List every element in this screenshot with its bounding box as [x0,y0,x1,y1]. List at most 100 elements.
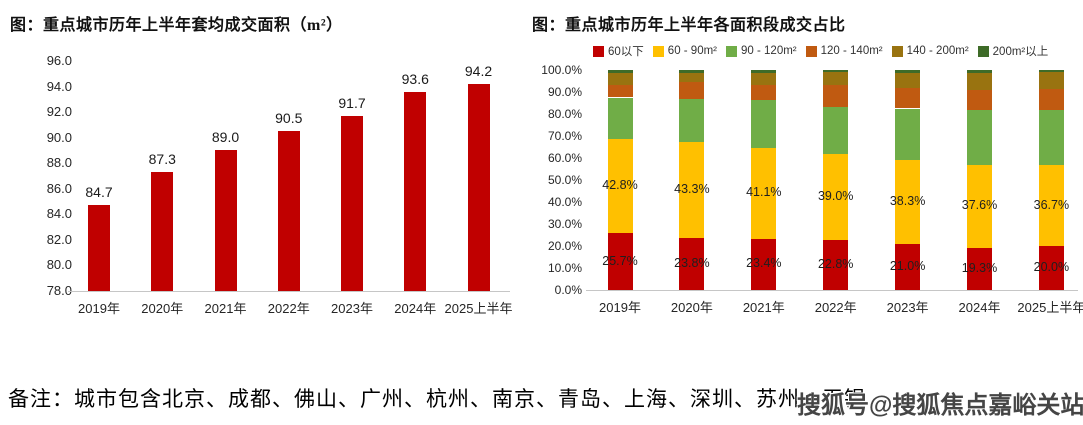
stacked-segment [679,142,705,238]
x-tick: 2020年 [141,301,184,316]
x-tick: 2019年 [78,301,120,316]
x-tick: 2025上半年 [1017,300,1083,315]
stacked-segment [895,159,921,244]
stacked-segment [679,70,705,73]
x-tick: 2024年 [394,301,437,316]
stacked-segment [823,70,849,72]
x-tick: 2023年 [886,300,929,315]
stacked-segment [1038,165,1064,246]
stacked-segment [823,106,849,155]
right-chart-title: 图：重点城市历年上半年各面积段成交占比 [532,17,846,34]
bar [151,172,174,291]
segment-label: 36.7% [1033,197,1070,212]
watermark: 搜狐号@搜狐焦点嘉峪关站 [797,392,1083,419]
value-label: 87.3 [148,151,176,168]
stacked-segment [607,72,633,85]
legend-swatch [726,45,738,57]
stacked-segment [895,73,921,89]
segment-label: 38.3% [889,193,926,208]
stacked-segment [823,84,849,107]
legend-label: 60 - 90m² [667,45,718,57]
x-axis-line [586,290,1078,291]
stacked-segment [967,73,992,91]
x-tick: 2023年 [331,301,373,316]
value-label: 89.0 [211,129,240,146]
legend-label: 90 - 120m² [741,45,797,57]
x-tick: 2022年 [814,300,857,315]
segment-label: 43.3% [674,182,710,196]
segment-label: 25.7% [602,253,638,268]
y-tick: 70.0% [547,129,582,143]
x-tick: 2024年 [958,300,1001,315]
stacked-segment [1038,246,1064,290]
y-tick: 90.0 [46,129,72,145]
value-label: 90.5 [275,110,303,127]
legend-item: 90 - 120m² [726,45,797,57]
stacked-segment [967,70,992,74]
y-tick: 60.0% [547,151,582,165]
stacked-segment [607,97,633,140]
stacked-segment [1038,110,1064,166]
stacked-segment [895,88,921,109]
legend-label: 140 - 200m² [906,45,969,57]
y-tick: 20.0% [547,239,582,253]
segment-label: 37.6% [961,198,998,213]
stacked-segment [751,148,777,239]
stacked-segment [607,233,633,290]
legend-swatch [805,45,817,57]
stacked-segment [823,154,849,240]
y-tick: 92.0 [46,104,72,120]
segment-label: 23.4% [746,256,782,271]
bar [214,150,237,291]
segment-label: 41.1% [746,185,782,200]
y-tick: 84.0 [46,206,72,222]
stacked-segment [895,243,921,290]
bar [341,115,363,291]
legend-item: 140 - 200m² [891,45,969,57]
x-tick: 2020年 [670,300,713,315]
stacked-segment [679,99,705,143]
stacked-segment [679,81,705,100]
legend-swatch [593,45,604,57]
stacked-segment [967,90,992,110]
x-tick: 2025上半年 [444,301,513,316]
y-tick: 96.0 [46,53,72,68]
value-label: 94.2 [464,63,493,79]
bar [404,91,427,291]
legend: 60以下 60 - 90m² 90 - 120m² 120 - 140m² 140 - … [593,43,1048,59]
left-chart-title: 图：重点城市历年上半年套均成交面积（m²） [10,17,343,34]
legend-item: 60 - 90m² [652,45,718,57]
y-tick: 82.0 [46,231,72,247]
y-tick: 40.0% [547,195,582,209]
stacked-segment [895,108,921,160]
x-axis-line [68,291,510,292]
bar [277,131,300,291]
footnote: 备注：城市包含北京、成都、佛山、广州、杭州、南京、青岛、上海、深圳、苏州、无锡 [8,387,866,411]
value-label: 84.7 [85,184,113,201]
y-tick: 86.0 [46,180,72,196]
segment-label: 42.8% [602,178,638,193]
stacked-segment [895,70,921,74]
y-tick: 80.0% [547,107,582,121]
x-tick: 2019年 [599,300,641,315]
x-tick: 2021年 [742,300,785,315]
x-tick: 2022年 [267,301,310,316]
legend-swatch [891,45,903,57]
y-tick: 90.0% [547,85,582,99]
y-tick: 30.0% [547,217,582,231]
bar [467,84,490,291]
segment-label: 21.0% [889,258,926,273]
stacked-segment [967,247,992,290]
y-tick: 0.0% [554,283,582,297]
y-tick: 80.0 [46,257,72,273]
stacked-segment [1038,70,1064,73]
stacked-segment [751,73,777,86]
legend-swatch [977,45,989,57]
bar [88,205,110,291]
stacked-segment [679,72,705,82]
legend-label: 60以下 [608,46,644,58]
segment-label: 23.8% [674,255,710,270]
stacked-segment [1038,88,1064,111]
